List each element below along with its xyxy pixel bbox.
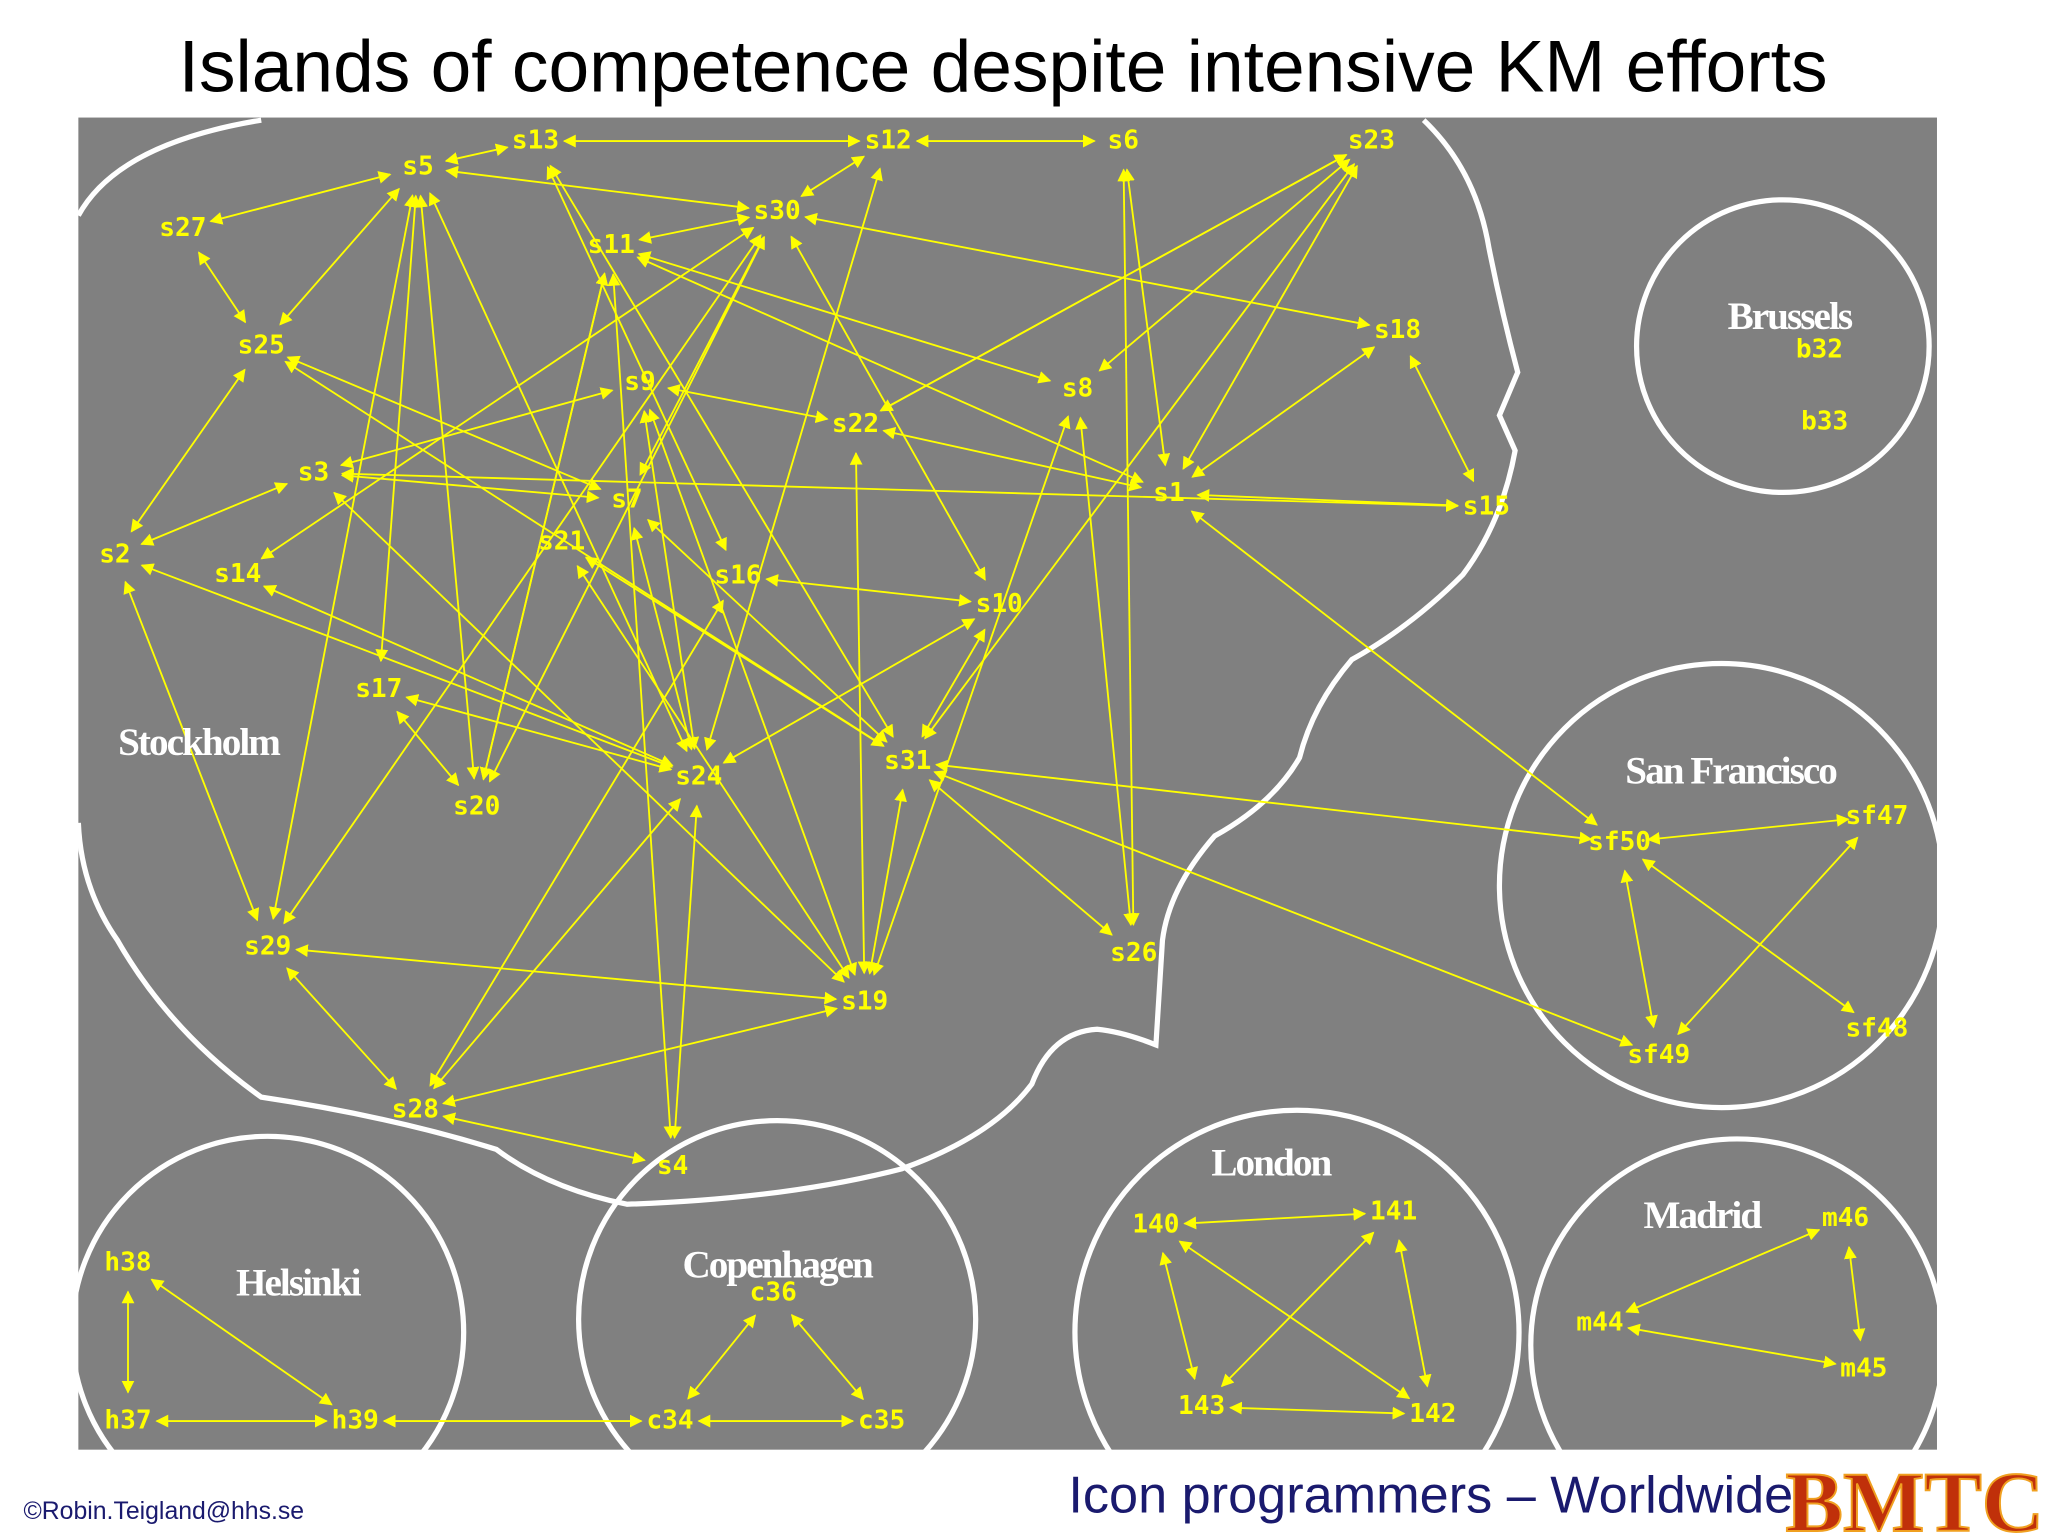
region-label: Brussels — [1728, 295, 1853, 338]
edge — [1625, 1228, 1821, 1314]
node-label: b32 — [1796, 335, 1843, 365]
region-label: London — [1211, 1142, 1332, 1185]
node-label: s31 — [884, 746, 931, 776]
edge — [1409, 354, 1475, 483]
edge — [1394, 1239, 1432, 1388]
node-label: s24 — [675, 762, 722, 792]
node-label: 142 — [1409, 1399, 1456, 1429]
edge — [286, 967, 397, 1090]
node-label: c34 — [646, 1406, 693, 1436]
node-label: sf47 — [1845, 801, 1908, 831]
node-label: h37 — [104, 1406, 151, 1436]
node-label: s15 — [1463, 491, 1510, 521]
region-label: Helsinki — [236, 1262, 362, 1305]
node-label: s9 — [624, 367, 655, 397]
node-label: s18 — [1374, 315, 1421, 345]
node-label: m44 — [1576, 1308, 1623, 1338]
edge — [198, 251, 247, 324]
node-label: 140 — [1132, 1210, 1179, 1240]
node-label: sf48 — [1845, 1014, 1908, 1044]
edge — [1677, 836, 1859, 1036]
node-label: s26 — [1110, 938, 1157, 968]
node-label: s3 — [298, 457, 329, 487]
node-label: s19 — [841, 986, 888, 1016]
region-circle — [1072, 1107, 1522, 1536]
node-label: s28 — [392, 1095, 439, 1125]
node-label: s27 — [159, 213, 206, 243]
node-label: s10 — [976, 589, 1023, 619]
node-label: s14 — [214, 559, 261, 589]
logo: BMTC — [1785, 1454, 2044, 1536]
node-label: s12 — [865, 126, 912, 156]
node-label: s29 — [244, 931, 291, 961]
node-label: s6 — [1108, 126, 1139, 156]
node-label: s21 — [538, 527, 585, 557]
node-label: s25 — [238, 331, 285, 361]
region-label: San Francisco — [1625, 750, 1837, 793]
edge — [647, 408, 857, 976]
stage: Islands of competence despite intensive … — [0, 26, 2048, 1536]
edge — [1627, 1323, 1837, 1369]
node-label: s20 — [453, 792, 500, 822]
footer-band — [0, 1449, 2048, 1536]
node-label: 143 — [1178, 1391, 1225, 1421]
edge — [687, 1314, 756, 1400]
labels: s13 s12 s6 s23 s5 s30 s27 s11 s18 s25 s9 s8 s22 s3 s1 s… — [99, 126, 1908, 1436]
node-label: sf49 — [1627, 1040, 1690, 1070]
node-label: h39 — [332, 1406, 379, 1436]
region-label: Copenhagen — [682, 1243, 874, 1286]
node-label: s23 — [1348, 126, 1395, 156]
node-label: h38 — [104, 1248, 151, 1278]
edge — [1844, 1245, 1866, 1342]
coastline — [76, 117, 262, 217]
edge — [150, 1278, 333, 1406]
node-label: s4 — [657, 1151, 688, 1181]
edges — [121, 134, 1866, 1428]
node-label: s17 — [355, 674, 402, 704]
edge — [1075, 416, 1137, 927]
node-label: m46 — [1822, 1203, 1869, 1233]
node-label: c35 — [858, 1406, 905, 1436]
region-circle — [1528, 1136, 1947, 1536]
node-label: c36 — [750, 1278, 797, 1308]
node-label: s16 — [714, 560, 761, 590]
footer-subtitle: Icon programmers – Worldwide — [1068, 1466, 1793, 1524]
node-label: s30 — [754, 196, 801, 226]
node-label: sf50 — [1588, 827, 1651, 857]
edge — [1229, 1401, 1406, 1420]
node-label: m45 — [1840, 1353, 1887, 1383]
region-label: Madrid — [1644, 1194, 1763, 1237]
node-label: 141 — [1370, 1197, 1417, 1227]
node-label: s8 — [1062, 374, 1093, 404]
edge — [140, 563, 674, 769]
slide-title: Islands of competence despite intensive … — [179, 26, 1828, 107]
edge — [444, 143, 509, 165]
footer-credit: ©Robin.Teigland@hhs.se — [24, 1498, 305, 1525]
node-label: b33 — [1801, 406, 1848, 436]
node-label: s5 — [402, 152, 433, 182]
region-label: Stockholm — [118, 721, 280, 764]
edge — [1646, 814, 1850, 845]
region-circle — [1633, 197, 1932, 496]
node-label: s7 — [611, 485, 642, 515]
node-label: s22 — [832, 409, 879, 439]
node-label: s1 — [1153, 478, 1184, 508]
node-label: s2 — [99, 540, 130, 570]
edge — [879, 154, 1348, 412]
edge — [1183, 1207, 1367, 1230]
edge — [790, 1314, 864, 1401]
node-label: s11 — [588, 230, 635, 260]
edge — [442, 1112, 646, 1165]
edge — [1220, 1231, 1375, 1388]
node-label: s13 — [512, 126, 559, 156]
